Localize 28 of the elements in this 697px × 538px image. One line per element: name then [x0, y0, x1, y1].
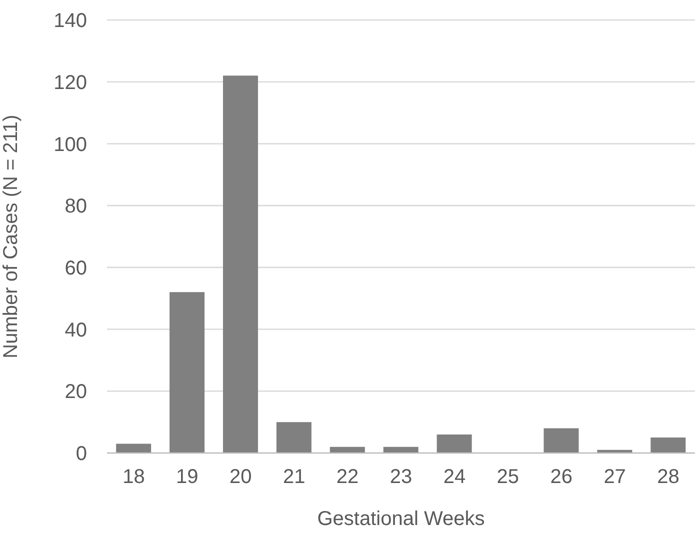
y-tick-label: 80: [64, 196, 87, 218]
y-axis-title: Number of Cases (N = 211): [0, 114, 22, 358]
y-tick-label: 120: [54, 72, 87, 94]
x-tick-label: 19: [176, 466, 198, 488]
y-tick-label: 60: [64, 258, 87, 280]
x-tick-label: 27: [604, 466, 626, 488]
bar: [650, 438, 686, 453]
x-tick-label: 18: [122, 466, 145, 488]
y-tick-label: 140: [54, 10, 87, 32]
x-tick-label: 26: [550, 466, 572, 488]
bar: [276, 422, 312, 453]
y-tick-label: 40: [64, 319, 87, 342]
y-tick-label: 20: [64, 381, 87, 404]
bar: [544, 428, 579, 453]
bar: [436, 434, 472, 453]
x-tick-label: 24: [443, 466, 466, 488]
x-tick-label: 28: [657, 466, 680, 488]
x-tick-label: 22: [336, 466, 359, 488]
bar: [116, 444, 152, 453]
y-tick-label: 100: [54, 134, 87, 156]
bar: [170, 292, 205, 453]
x-tick-label: 20: [230, 466, 252, 488]
x-tick-label: 25: [496, 466, 520, 488]
y-tick-label: 0: [76, 443, 87, 466]
x-tick-label: 23: [390, 466, 412, 488]
x-axis-title: Gestational Weeks: [317, 508, 485, 530]
bar: [222, 76, 258, 453]
x-tick-label: 21: [282, 466, 306, 488]
